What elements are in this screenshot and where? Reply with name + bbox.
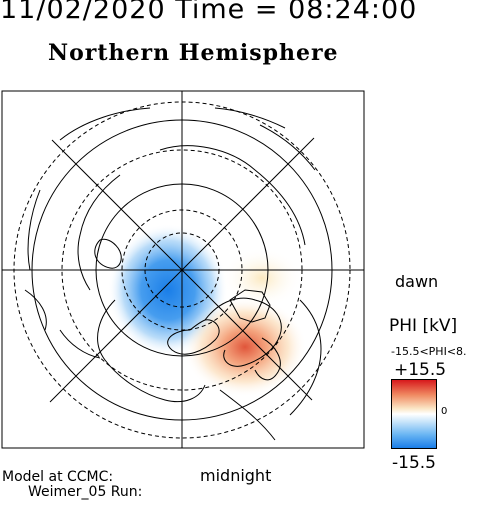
colorbar-mid-label: 0 — [441, 406, 448, 417]
meridian-line — [49, 137, 315, 403]
dawn-cell — [183, 297, 307, 397]
coastlines — [24, 107, 322, 441]
timestamp: 11/02/2020 Time = 08:24:00 — [0, 0, 418, 25]
model-line-1: Model at CCMC: — [2, 469, 114, 485]
colorbar-min-label: -15.5 — [392, 453, 436, 473]
model-line-2: Weimer_05 Run: — [28, 484, 143, 500]
hemisphere-title: Northern Hemisphere — [48, 40, 339, 66]
colorbar-title: PHI [kV] — [389, 316, 458, 336]
colorbar-max-label: +15.5 — [394, 360, 447, 380]
dawn-cell-upper — [222, 248, 302, 308]
midnight-label: midnight — [200, 466, 272, 485]
dawn-label: dawn — [395, 272, 439, 291]
colorbar — [391, 379, 437, 449]
range-note: -15.5<PHI<8. — [391, 345, 467, 358]
